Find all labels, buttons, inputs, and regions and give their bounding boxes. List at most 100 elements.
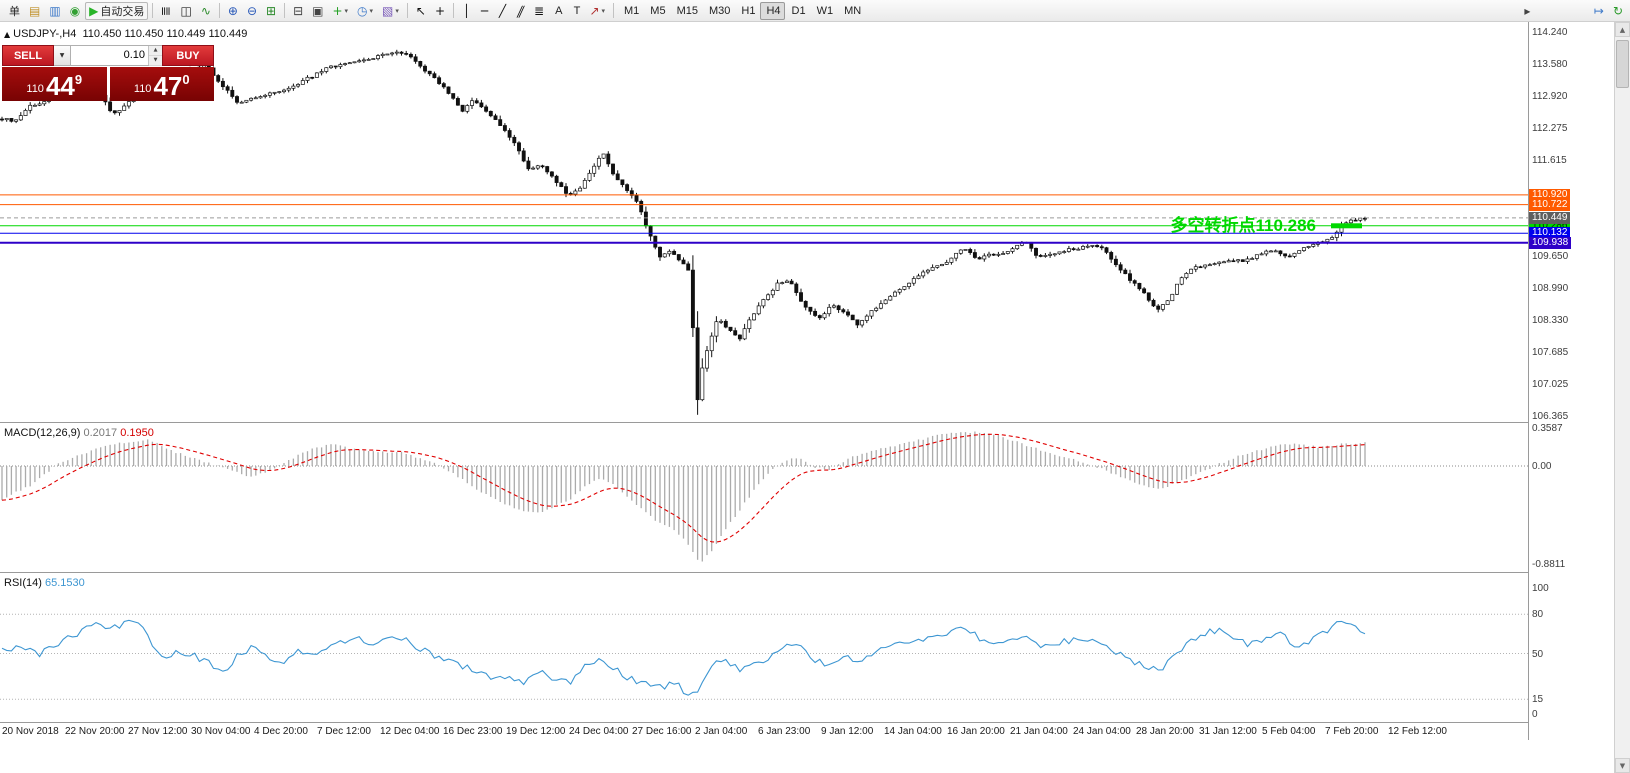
rsi-scale-label: 100 xyxy=(1532,583,1549,594)
candlestick-chart-button[interactable]: ◫ xyxy=(176,2,195,20)
tf-h4-button[interactable]: H4 xyxy=(760,1,785,20)
new-chart-button[interactable]: + ▾ xyxy=(328,2,352,20)
volume-dropdown-button[interactable]: ▼ xyxy=(54,45,71,66)
template-icon: ▧ xyxy=(382,3,394,18)
time-axis-label: 6 Jan 23:00 xyxy=(758,726,811,737)
arrange-windows-button[interactable]: ⊟ xyxy=(289,2,307,20)
tf-w1-button[interactable]: W1 xyxy=(811,2,838,20)
data-window-icon: ▥ xyxy=(49,3,61,18)
price-tick-label: 106.365 xyxy=(1532,411,1569,422)
panel-separator[interactable] xyxy=(0,422,1614,423)
price-chart-canvas[interactable] xyxy=(0,22,1528,422)
sell-price-prefix: 110 xyxy=(26,83,44,95)
candlestick-chart-icon: ◫ xyxy=(180,3,192,18)
price-axis[interactable]: 114.240 113.580 112.920 112.275 111.615 109.6… xyxy=(1528,22,1614,740)
volume-input[interactable]: 0.10 ▲ ▼ xyxy=(71,45,162,66)
level-price-label: 110.132 xyxy=(1529,227,1571,240)
time-axis-label: 24 Dec 04:00 xyxy=(569,726,629,737)
label-button[interactable]: T xyxy=(567,2,584,20)
spinner-up-icon[interactable]: ▲ xyxy=(149,46,162,56)
tf-h1-button-label: H1 xyxy=(741,4,756,17)
chart-area[interactable]: ▲ USDJPY-,H4 110.450 110.450 110.449 110.… xyxy=(0,22,1528,740)
arrow-icon: ↗ xyxy=(589,3,600,18)
scrollbar-thumb[interactable] xyxy=(1616,40,1629,88)
chevron-down-icon: ▼ xyxy=(59,52,65,59)
new-order-button[interactable]: 单 xyxy=(3,2,24,20)
autotrading-button[interactable]: ▶ 自动交易 xyxy=(85,1,149,20)
panel-separator[interactable] xyxy=(0,572,1614,573)
macd-indicator-canvas[interactable] xyxy=(0,422,1528,572)
macd-label: MACD(12,26,9) 0.2017 0.1950 xyxy=(4,427,154,439)
tf-h1-button[interactable]: H1 xyxy=(735,2,759,20)
sell-price-display[interactable]: 110 44 9 xyxy=(2,67,107,101)
tf-d1-button[interactable]: D1 xyxy=(786,2,810,20)
chart-shift-icon: ↦ xyxy=(1593,3,1604,18)
chart-shift-button[interactable]: ↦ xyxy=(1590,2,1608,20)
buy-price-display[interactable]: 110 47 0 xyxy=(109,67,214,101)
sell-button[interactable]: SELL xyxy=(2,45,54,66)
bar-chart-button[interactable]: ≣ xyxy=(157,2,175,20)
data-window-button[interactable]: ▥ xyxy=(45,2,64,20)
fibonacci-button[interactable]: ≣ xyxy=(530,2,548,20)
bar-chart-icon: ≣ xyxy=(159,5,174,16)
level-price-label: 110.920 xyxy=(1529,188,1571,201)
cascade-windows-button[interactable]: ▣ xyxy=(308,2,327,20)
tf-mn-button-label: MN xyxy=(844,4,862,17)
time-axis[interactable]: 20 Nov 2018 22 Nov 20:00 27 Nov 12:00 30 No… xyxy=(0,722,1528,740)
vertical-line-icon: │ xyxy=(462,3,471,18)
tf-m1-button-label: M1 xyxy=(624,4,640,17)
horizontal-line-button[interactable]: ─ xyxy=(476,2,493,20)
scroll-up-button[interactable]: ▲ xyxy=(1615,22,1630,37)
vertical-line-button[interactable]: │ xyxy=(458,2,475,20)
vertical-scrollbar[interactable]: ▲ ▼ xyxy=(1614,22,1630,773)
time-axis-label: 9 Jan 12:00 xyxy=(821,726,874,737)
trendline-icon: ╱ xyxy=(498,3,507,18)
volume-spinner[interactable]: ▲ ▼ xyxy=(148,46,162,66)
sell-price-big: 44 xyxy=(45,71,75,101)
zoom-in-button[interactable]: ⊕ xyxy=(224,2,242,20)
navigator-button[interactable]: ◉ xyxy=(66,2,84,20)
tf-mn-button[interactable]: MN xyxy=(838,2,865,20)
tf-h4-button-label: H4 xyxy=(766,4,781,17)
toolbar-separator xyxy=(453,3,455,18)
tf-m5-button[interactable]: M5 xyxy=(644,2,669,20)
spinner-down-icon[interactable]: ▼ xyxy=(149,56,162,66)
toolbar-separator xyxy=(218,3,220,18)
text-button-label: A xyxy=(555,4,563,17)
market-watch-button[interactable]: ▤ xyxy=(25,2,44,20)
symbol-collapse-icon[interactable]: ▲ xyxy=(4,30,11,39)
tf-m1-button[interactable]: M1 xyxy=(618,2,643,20)
chart-symbol-label: USDJPY-,H4 xyxy=(13,28,77,40)
price-tick-label: 107.025 xyxy=(1532,378,1569,390)
trendline-button[interactable]: ╱ xyxy=(494,2,511,20)
label-button-label: T xyxy=(573,4,581,17)
line-chart-button[interactable]: ∿ xyxy=(197,2,215,20)
auto-scroll-button[interactable]: ↻ xyxy=(1609,2,1627,20)
tf-m30-button[interactable]: M30 xyxy=(703,2,734,20)
rsi-indicator-canvas[interactable] xyxy=(0,572,1528,722)
time-axis-label: 7 Dec 12:00 xyxy=(317,726,371,737)
templates-button[interactable]: ▧ ▾ xyxy=(378,2,403,20)
arrows-button[interactable]: ↗ ▾ xyxy=(585,2,609,20)
scroll-down-button[interactable]: ▼ xyxy=(1615,758,1630,773)
channel-button[interactable]: ∥ xyxy=(512,2,529,20)
tf-m15-button[interactable]: M15 xyxy=(671,2,702,20)
tile-windows-button[interactable]: ⊞ xyxy=(262,2,280,20)
crosshair-button[interactable]: + xyxy=(431,2,449,20)
macd-scale-label: -0.8811 xyxy=(1532,559,1566,570)
volume-value[interactable]: 0.10 xyxy=(123,49,145,61)
time-axis-label: 21 Jan 04:00 xyxy=(1010,726,1068,737)
rsi-scale-label: 80 xyxy=(1532,609,1544,621)
overflow-icon: ▸ xyxy=(1524,3,1531,18)
buy-button[interactable]: BUY xyxy=(162,45,214,66)
toolbar-overflow-button[interactable]: ▸ xyxy=(1519,2,1536,20)
tf-m15-button-label: M15 xyxy=(676,4,698,17)
cursor-button[interactable]: ↖ xyxy=(412,2,430,20)
periodicity-button[interactable]: ◷ ▾ xyxy=(353,2,377,20)
zoom-in-icon: ⊕ xyxy=(227,3,238,18)
clock-icon: ◷ xyxy=(357,3,368,18)
text-button[interactable]: A xyxy=(549,2,566,20)
rsi-scale-label: 50 xyxy=(1532,648,1544,660)
zoom-out-button[interactable]: ⊖ xyxy=(243,2,261,20)
